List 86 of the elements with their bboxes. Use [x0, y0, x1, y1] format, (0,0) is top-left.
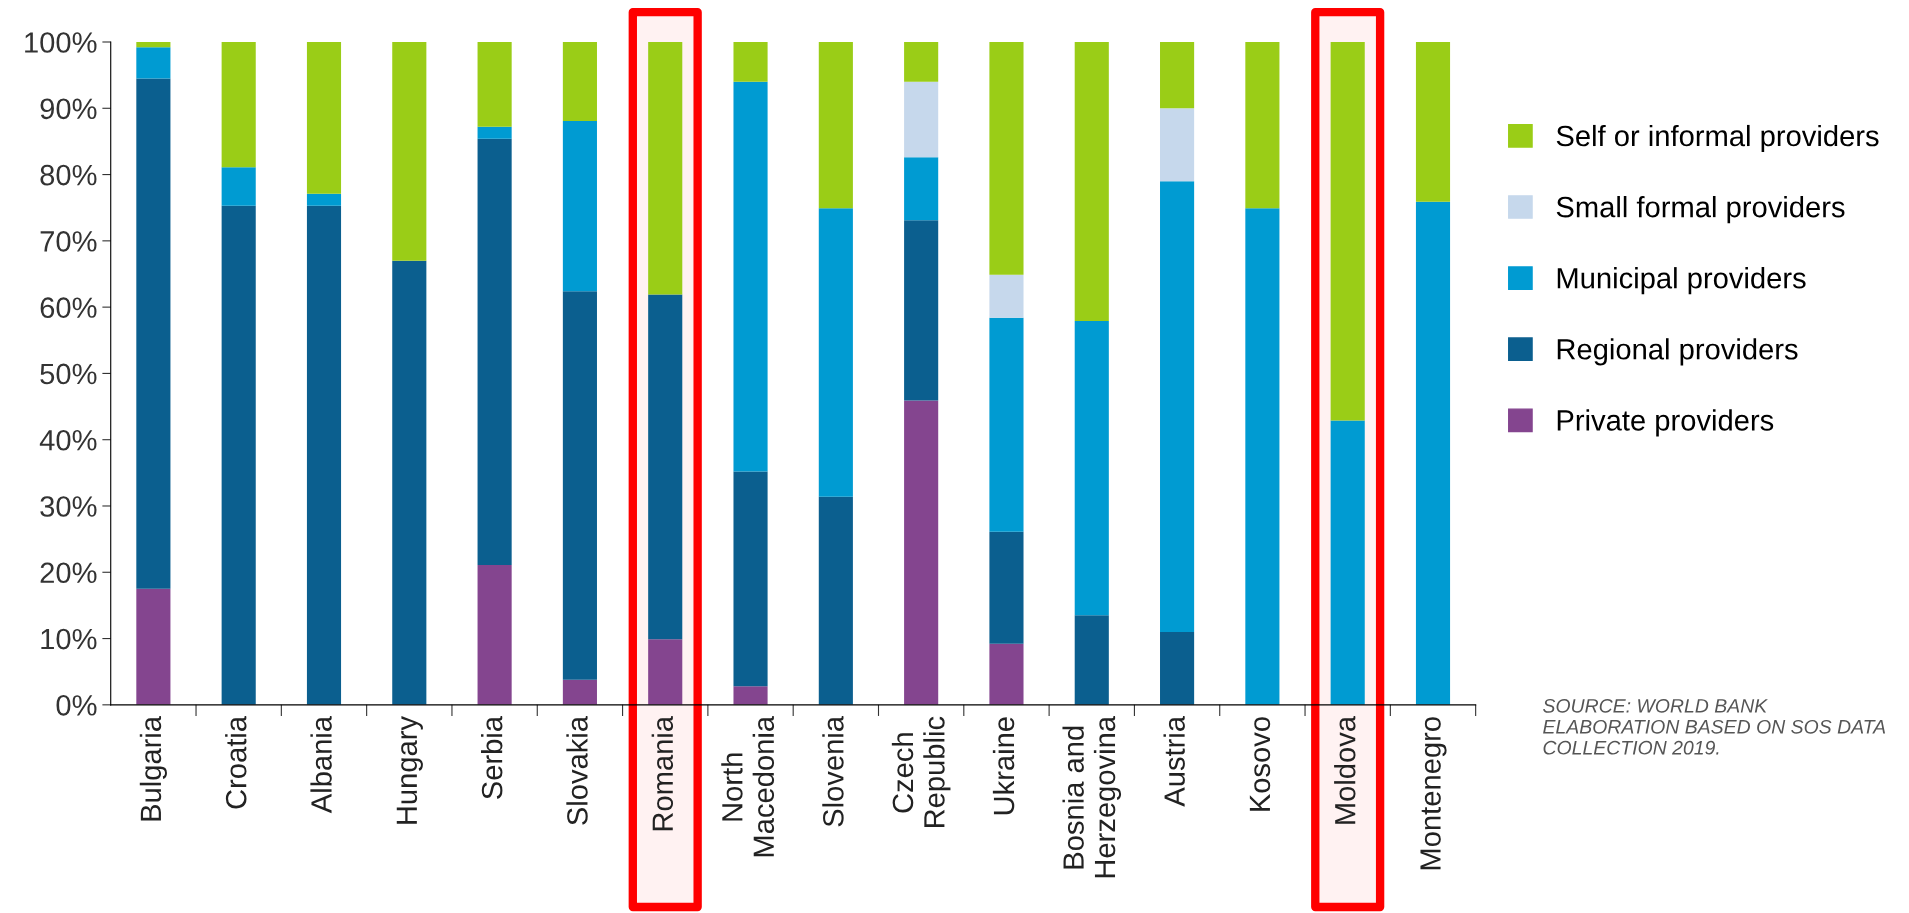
source-note: SOURCE: WORLD BANK ELABORATION BASED ON SOS DATA COLLECTION 2019. [1543, 698, 1886, 755]
x-tick-label: Moldova [1334, 715, 1356, 824]
bar [136, 47, 171, 79]
bar [989, 274, 1024, 318]
y-tick-label: 70% [40, 231, 97, 252]
bar [1330, 42, 1365, 421]
x-tick-label: Croatia [225, 715, 247, 809]
bar [1160, 108, 1195, 182]
bar [989, 42, 1024, 275]
x-tick-label: Slovenia [822, 715, 844, 827]
bar [221, 167, 256, 206]
bar [733, 81, 768, 472]
y-tick-label: 50% [40, 363, 97, 385]
bar [648, 42, 683, 295]
bar [306, 193, 342, 206]
bar [477, 42, 512, 127]
x-tick-label: Serbia [481, 715, 503, 799]
bar [1074, 615, 1109, 705]
bar [1330, 420, 1365, 705]
y-tick-label: 0% [56, 695, 97, 716]
x-tick-label: Romania [651, 715, 674, 831]
bar [306, 42, 342, 194]
bar [306, 205, 342, 705]
bar [221, 42, 256, 168]
bar [392, 42, 427, 261]
bar [989, 317, 1024, 532]
bar [904, 42, 939, 82]
y-tick-label: 10% [41, 628, 97, 650]
bar [1415, 42, 1451, 202]
y-tick-label: 30% [40, 496, 97, 517]
bar [1074, 42, 1109, 322]
x-tick-label: Bulgaria [139, 715, 167, 821]
legend-label: Municipal providers [1557, 267, 1806, 295]
bar [392, 260, 427, 705]
bar [818, 496, 853, 705]
x-tick-label: Kosovo [1249, 717, 1271, 811]
bar [904, 220, 939, 401]
y-tick-label: 80% [40, 164, 97, 186]
legend-label: Private providers [1557, 409, 1774, 437]
x-tick-label: Slovakia [566, 715, 588, 825]
bar [1160, 181, 1195, 632]
y-tick-label: 40% [39, 429, 97, 451]
bar [477, 138, 512, 565]
bar [904, 400, 939, 705]
y-tick-label: 90% [40, 98, 97, 120]
bar [136, 42, 171, 48]
bar [136, 78, 171, 589]
legend-label: Self or informal providers [1556, 124, 1879, 153]
bar [1160, 42, 1195, 109]
bar [733, 42, 768, 82]
bar [733, 686, 768, 705]
bar [904, 81, 939, 158]
bar [989, 531, 1024, 644]
bar [648, 639, 683, 705]
x-tick-label: Hungary [396, 715, 423, 824]
bar [562, 120, 597, 292]
bar [1415, 201, 1451, 705]
bar [904, 157, 939, 221]
x-tick-label: Austria [1163, 715, 1185, 807]
y-tick-label: 60% [40, 297, 97, 318]
bar [562, 679, 597, 705]
x-tick-label: Ukraine [992, 717, 1015, 815]
bar [562, 291, 597, 680]
x-tick-label: Albania [310, 715, 332, 814]
bar [562, 42, 597, 121]
bar [136, 588, 171, 705]
bar [477, 126, 512, 139]
legend-label: Small formal providers [1556, 196, 1845, 224]
bar [1074, 321, 1109, 616]
x-tick-label: Czech Republic [891, 716, 951, 828]
x-tick-label: North Macedonia [721, 715, 775, 857]
bar [818, 208, 853, 497]
legend-label: Regional providers [1557, 338, 1798, 366]
bar [733, 471, 768, 687]
y-tick-label: 100% [25, 32, 97, 53]
x-tick-label: Montenegro [1420, 717, 1447, 870]
bar [1245, 42, 1280, 209]
bar [648, 294, 683, 640]
x-tick-label: Bosnia and Herzegovina [1062, 715, 1122, 878]
bar [1245, 208, 1280, 705]
y-tick-label: 20% [40, 562, 97, 584]
bar [989, 643, 1024, 705]
bar [1160, 631, 1195, 705]
bar [477, 564, 512, 705]
bar [818, 42, 853, 209]
bar [221, 205, 256, 705]
